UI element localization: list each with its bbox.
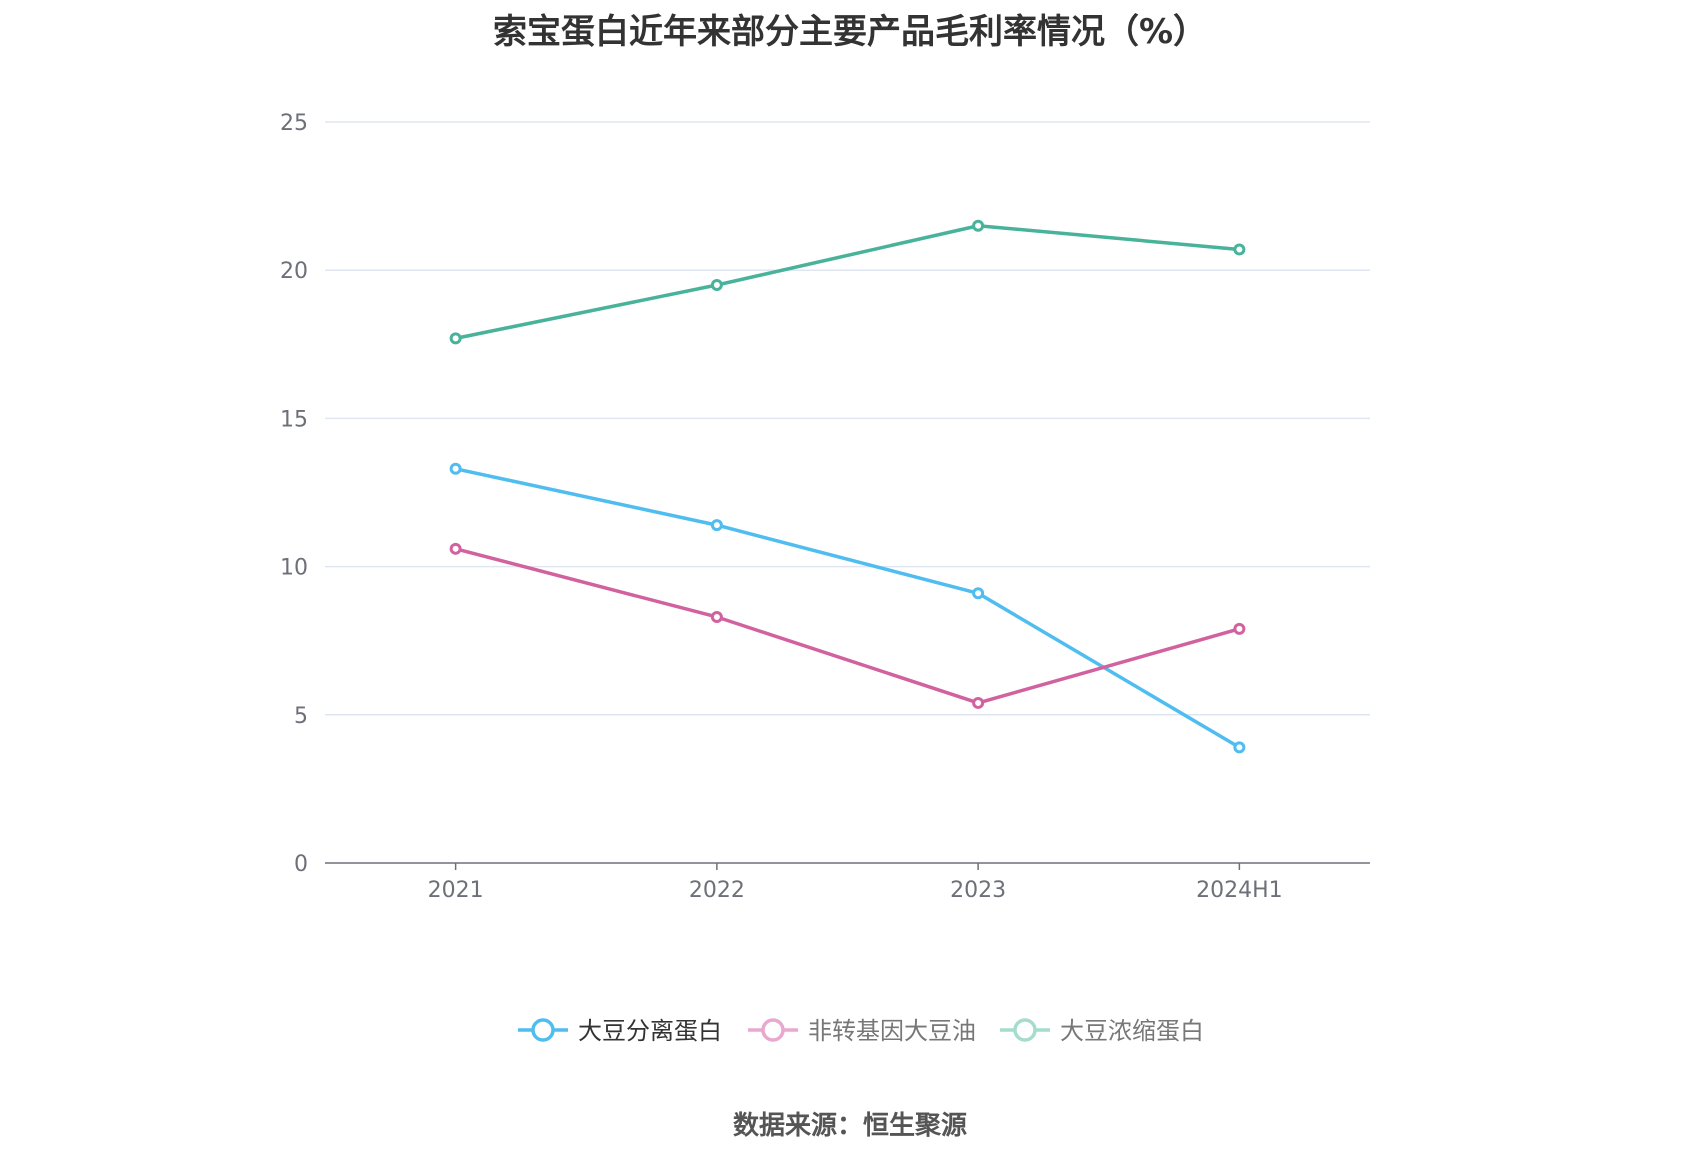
x-tick-label: 2022 <box>689 878 745 903</box>
legend-item: 大豆浓缩蛋白 <box>1000 1017 1204 1045</box>
legend-label: 非转基因大豆油 <box>808 1017 976 1045</box>
data-point <box>449 542 462 555</box>
series-lines <box>449 219 1246 754</box>
data-point <box>1233 622 1246 635</box>
y-tick-label: 15 <box>280 407 308 432</box>
y-tick-label: 10 <box>280 556 308 581</box>
data-point <box>972 219 985 232</box>
data-point <box>972 587 985 600</box>
y-tick-label: 20 <box>280 259 308 284</box>
grid-lines <box>325 121 1370 716</box>
x-tick-label: 2023 <box>950 878 1006 903</box>
data-point <box>449 462 462 475</box>
data-point <box>710 279 723 292</box>
x-tick-label: 2021 <box>428 878 484 903</box>
y-tick-label: 0 <box>294 852 308 877</box>
legend-label: 大豆浓缩蛋白 <box>1060 1017 1204 1045</box>
y-tick-label: 25 <box>280 111 308 136</box>
data-point <box>1233 741 1246 754</box>
legend-item: 大豆分离蛋白 <box>518 1017 722 1045</box>
data-point <box>710 519 723 532</box>
source-note: 数据来源：恒生聚源 <box>732 1111 967 1141</box>
legend-marker <box>761 1018 785 1042</box>
data-point <box>449 332 462 345</box>
legend-label: 大豆分离蛋白 <box>578 1017 722 1045</box>
data-point <box>972 696 985 709</box>
legend-marker <box>531 1018 555 1042</box>
series-line <box>453 467 1242 750</box>
chart-title: 索宝蛋白近年来部分主要产品毛利率情况（%） <box>492 12 1208 52</box>
axes: 0 5 10 15 20 25 2021 2022 2023 2024H1 <box>280 111 1370 903</box>
legend-item: 非转基因大豆油 <box>748 1017 976 1045</box>
series-line <box>453 547 1242 705</box>
legend-marker <box>1013 1018 1037 1042</box>
legend: 大豆分离蛋白 非转基因大豆油 大豆浓缩蛋白 <box>518 1017 1204 1045</box>
data-point <box>710 610 723 623</box>
data-point <box>1233 243 1246 256</box>
y-tick-label: 5 <box>294 704 308 729</box>
series-line <box>453 223 1242 341</box>
x-tick-label: 2024H1 <box>1196 878 1283 903</box>
